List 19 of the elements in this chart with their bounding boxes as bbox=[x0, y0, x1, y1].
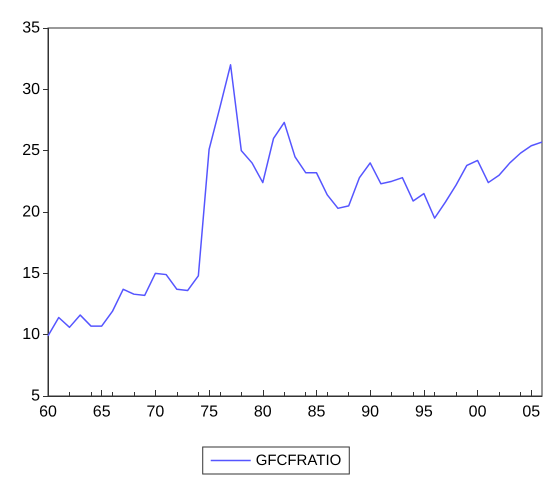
y-tick-label: 35 bbox=[22, 20, 40, 36]
y-tick-label: 20 bbox=[22, 204, 40, 220]
y-tick-label: 15 bbox=[22, 264, 40, 282]
x-tick-label: 95 bbox=[414, 404, 433, 420]
x-tick-label: 70 bbox=[146, 404, 164, 420]
x-tick-label: 75 bbox=[200, 404, 218, 420]
x-tick-label: 60 bbox=[39, 404, 57, 420]
x-tick-label: 85 bbox=[308, 404, 326, 420]
y-tick-label: 25 bbox=[22, 142, 40, 160]
y-tick-label: 5 bbox=[31, 388, 40, 404]
x-tick-label: 90 bbox=[361, 404, 380, 420]
line-series bbox=[47, 64, 543, 337]
y-tick-label: 30 bbox=[22, 80, 40, 98]
x-tick-label: 05 bbox=[522, 404, 540, 420]
legend-label: GFCFRATIO bbox=[256, 452, 342, 469]
x-tick-label: 80 bbox=[254, 404, 272, 420]
y-tick-label: 10 bbox=[22, 326, 40, 344]
x-tick-label: 65 bbox=[92, 404, 111, 420]
x-tick-label: 00 bbox=[468, 404, 487, 420]
